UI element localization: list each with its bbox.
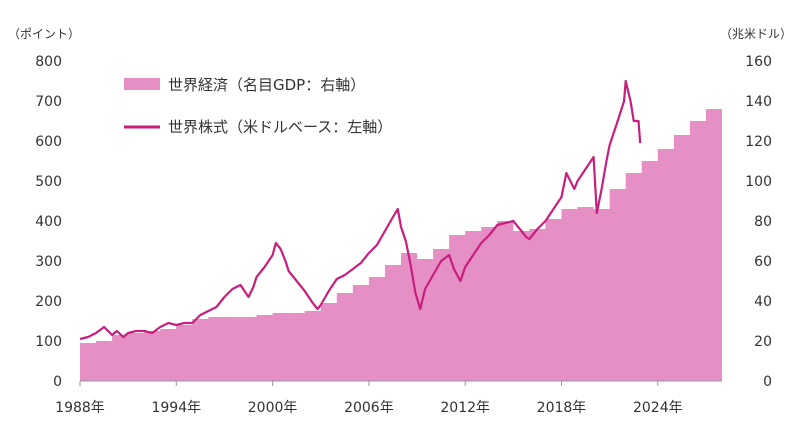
right-tick-label: 100 [745, 174, 772, 190]
x-tick-label: 1994年 [151, 400, 201, 416]
right-tick-label: 60 [754, 254, 772, 270]
x-axis-ticks: 1988年 1994年 2000年 2006年 2012年 2018年 2024年 [55, 380, 722, 416]
legend-label-gdp: 世界経済（名目GDP：右軸） [168, 76, 365, 94]
x-tick-label: 2018年 [537, 400, 587, 416]
left-tick-label: 800 [35, 54, 62, 70]
x-tick-label: 2006年 [344, 400, 394, 416]
left-tick-label: 700 [35, 94, 62, 110]
left-tick-label: 400 [35, 214, 62, 230]
left-tick-label: 0 [53, 374, 62, 390]
legend: 世界経済（名目GDP：右軸） 世界株式（米ドルベース：左軸） [124, 76, 392, 136]
x-tick-label: 2012年 [440, 400, 490, 416]
right-tick-label: 140 [745, 94, 772, 110]
gdp-area-layer [80, 109, 722, 381]
legend-label-stock: 世界株式（米ドルベース：左軸） [168, 118, 392, 136]
stock-line [79, 79, 642, 341]
left-tick-label: 100 [35, 334, 62, 350]
right-tick-label: 0 [763, 374, 772, 390]
left-axis-ticks: 0 100 200 300 400 500 600 700 800 [35, 54, 62, 390]
right-tick-label: 160 [745, 54, 772, 70]
right-axis-ticks: 0 20 40 60 80 100 120 140 160 [745, 54, 772, 390]
legend-swatch-gdp [124, 78, 160, 90]
x-tick-label: 1988年 [55, 400, 105, 416]
left-axis-unit-label: （ポイント） [8, 27, 80, 41]
right-tick-label: 20 [754, 334, 772, 350]
right-axis-unit-label: （兆米ドル） [720, 27, 792, 41]
left-tick-label: 200 [35, 294, 62, 310]
right-tick-label: 120 [745, 134, 772, 150]
gdp-area [80, 109, 722, 381]
left-tick-label: 300 [35, 254, 62, 270]
left-tick-label: 600 [35, 134, 62, 150]
left-tick-label: 500 [35, 174, 62, 190]
right-tick-label: 40 [754, 294, 772, 310]
right-tick-label: 80 [754, 214, 772, 230]
stock-line-layer [79, 79, 642, 341]
x-tick-label: 2024年 [633, 400, 683, 416]
x-tick-label: 2000年 [248, 400, 298, 416]
